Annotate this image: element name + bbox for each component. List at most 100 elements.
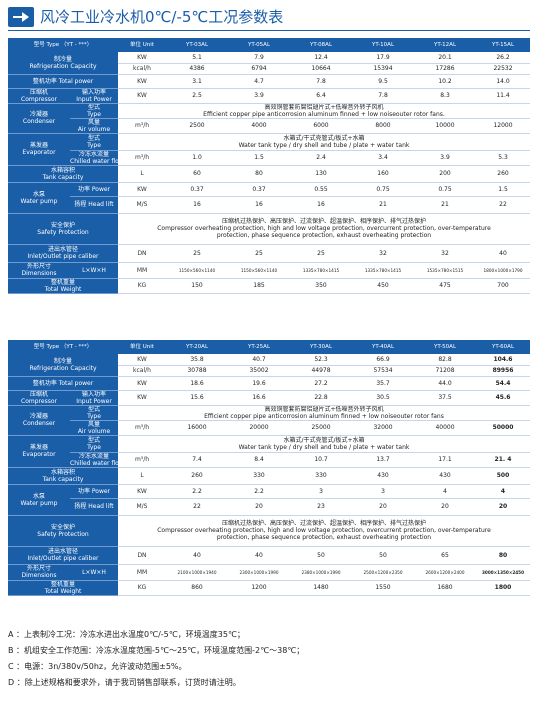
t2-cell: 57534 <box>352 365 414 377</box>
page-title: 风冷工业冷水机0℃/-5℃工况参数表 <box>40 8 284 26</box>
dimension-cell: 1150×560×1140 <box>166 262 228 279</box>
t2-cell: 30788 <box>166 365 228 377</box>
t1-cell: 5.1 <box>166 52 228 64</box>
t2-cell: 71208 <box>414 365 476 377</box>
t1-cell: 7.9 <box>228 52 290 64</box>
t1-cell: 2.4 <box>290 150 352 166</box>
t2-cell: 17.1 <box>414 452 476 468</box>
dimensions-label: 外形尺寸 Dimensions <box>8 262 70 279</box>
unit-cell: DN <box>118 244 166 263</box>
safety-text: 压缩机过热保护、高压保护、过流保护、超温保护、相序保护、排气过热保护 Compre… <box>118 213 530 245</box>
compressor-label: 压缩机 Compressor <box>8 88 70 104</box>
dimension-cell: 2500×1200×2350 <box>352 564 414 581</box>
condenser-type-label: 型式 Type <box>70 103 118 119</box>
t2-cell: 44.0 <box>414 376 476 391</box>
t1-cell: 1.0 <box>166 150 228 166</box>
t1-cell: 21 <box>352 196 414 214</box>
t1-cell: 60 <box>166 165 228 183</box>
model-name: YT-10AL <box>352 38 414 52</box>
t1-cell: 14.0 <box>476 74 530 89</box>
t2-cell: 18.6 <box>166 376 228 391</box>
dimension-cell: 1150×560×1140 <box>228 262 290 279</box>
unit-cell: KW <box>118 88 166 104</box>
model-name: YT-60AL <box>476 340 530 354</box>
model-name: YT-08AL <box>290 38 352 52</box>
pump-power-label: 功率 Power <box>70 484 118 499</box>
dimension-cell: 1800×1000×1790 <box>476 262 530 279</box>
t1-cell: 17286 <box>414 63 476 75</box>
t2-cell: 37.5 <box>414 390 476 406</box>
air-volume-label: 风量 Air volume <box>70 420 118 436</box>
t1-cell: 2500 <box>166 118 228 134</box>
note-d: D ：除上述规格和要求外，请于我司销售部联系，订货时请注明。 <box>8 678 241 687</box>
dimension-cell: 2380×1000×1990 <box>290 564 352 581</box>
t1-cell: 3.9 <box>414 150 476 166</box>
tank-label: 水箱容积 Tank capacity <box>8 467 118 485</box>
t2-cell: 16000 <box>166 420 228 436</box>
t2-cell: 25000 <box>290 420 352 436</box>
evaporator-type-label: 型式 Type <box>70 133 118 151</box>
evaporator-label: 蒸发器 Evaporator <box>8 435 70 468</box>
unit-cell: M/S <box>118 196 166 214</box>
t2-cell: 50000 <box>476 420 530 436</box>
t2-cell: 260 <box>166 467 228 485</box>
t1-cell: 10.2 <box>414 74 476 89</box>
unit-cell: KW <box>118 484 166 499</box>
input-power-label: 输入功率 Input Power <box>70 390 118 406</box>
condenser-label: 冷凝器 Condenser <box>8 405 70 436</box>
t1-cell: 12000 <box>476 118 530 134</box>
t2-cell: 1680 <box>414 580 476 596</box>
unit-cell: MM <box>118 262 166 279</box>
t1-cell: 16 <box>166 196 228 214</box>
t2-cell: 35.8 <box>166 354 228 366</box>
t1-cell: 1.5 <box>476 182 530 197</box>
model-name: YT-20AL <box>166 340 228 354</box>
t1-cell: 0.75 <box>414 182 476 197</box>
input-power-label: 输入功率 Input Power <box>70 88 118 104</box>
t2-cell: 500 <box>476 467 530 485</box>
model-name: YT-50AL <box>414 340 476 354</box>
t1-cell: 6000 <box>290 118 352 134</box>
t2-cell: 330 <box>290 467 352 485</box>
t1-cell: 16 <box>228 196 290 214</box>
t2-cell: 3 <box>352 484 414 499</box>
notes: A ：上表制冷工况：冷冻水进出水温度0℃/-5℃，环境温度35℃； B ：机组安… <box>8 627 530 691</box>
dimension-cell: 2600×1200×2400 <box>414 564 476 581</box>
unit-cell: KW <box>118 182 166 197</box>
t2-cell: 1550 <box>352 580 414 596</box>
t1-cell: 32 <box>352 244 414 263</box>
dimension-cell: 2300×1000×1990 <box>228 564 290 581</box>
model-name: YT-40AL <box>352 340 414 354</box>
t2-cell: 23 <box>290 498 352 516</box>
t2-cell: 20 <box>352 498 414 516</box>
refrig-label: 制冷量 Refrigeration Capacity <box>8 52 118 75</box>
t1-cell: 2.5 <box>166 88 228 104</box>
t1-cell: 25 <box>166 244 228 263</box>
dimensions-sub-label: L×W×H <box>70 262 118 279</box>
t2-cell: 10.7 <box>290 452 352 468</box>
compressor-label: 压缩机 Compressor <box>8 390 70 406</box>
unit-cell: KW <box>118 390 166 406</box>
unit-cell: KW <box>118 354 166 366</box>
evaporator-label: 蒸发器 Evaporator <box>8 133 70 166</box>
condenser-type: 高效铜管套防腐铝翅片式+低噪音外转子风机 Efficient copper pip… <box>118 103 530 119</box>
t1-cell: 4.7 <box>228 74 290 89</box>
unit-cell: M/S <box>118 498 166 516</box>
inlet-label: 进出水管径 Inlet/Outlet pipe caliber <box>8 546 118 565</box>
unit-header: 单位 Unit <box>118 38 166 52</box>
t2-cell: 32000 <box>352 420 414 436</box>
dimension-cell: 1535×780×1515 <box>414 262 476 279</box>
model-name: YT-30AL <box>290 340 352 354</box>
t1-cell: 22532 <box>476 63 530 75</box>
tank-label: 水箱容积 Tank capacity <box>8 165 118 183</box>
t2-cell: 2.2 <box>166 484 228 499</box>
t2-cell: 330 <box>228 467 290 485</box>
t1-cell: 15394 <box>352 63 414 75</box>
t1-cell: 3.1 <box>166 74 228 89</box>
spec-table-1: 型号 Type （YT - ***） 单位 Unit YT-03AL YT-05AL Y… <box>8 38 530 294</box>
dimension-cell: 2100×1000×1940 <box>166 564 228 581</box>
t1-cell: 1.5 <box>228 150 290 166</box>
t2-cell: 40 <box>166 546 228 565</box>
t1-cell: 0.75 <box>352 182 414 197</box>
t2-cell: 45.6 <box>476 390 530 406</box>
